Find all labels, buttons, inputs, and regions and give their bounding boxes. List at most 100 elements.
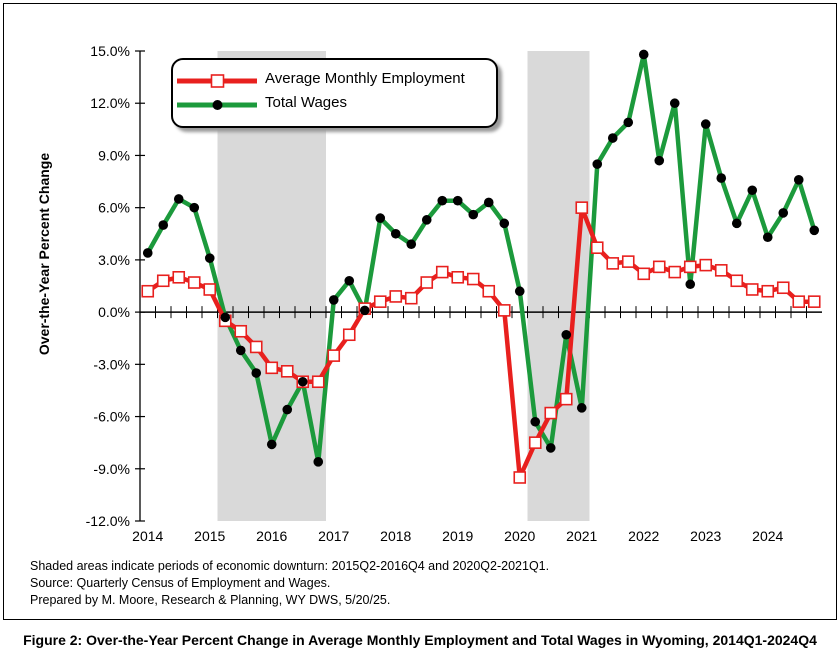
- wages-point: [406, 239, 417, 250]
- wages-point: [437, 195, 448, 206]
- employment-point: [761, 284, 775, 298]
- wages-point: [375, 213, 386, 223]
- employment-point: [497, 304, 511, 317]
- wages-point: [235, 345, 246, 356]
- wages-point: [809, 225, 820, 236]
- employment-point: [575, 201, 589, 214]
- employment-point: [513, 471, 527, 484]
- wages-point: [328, 295, 339, 305]
- wages-point: [173, 194, 184, 204]
- x-tick-label: 2014: [132, 528, 163, 544]
- wages-point: [390, 228, 401, 239]
- x-tick-label: 2017: [318, 528, 349, 544]
- x-tick-label: 2020: [504, 528, 535, 544]
- wages-point: [576, 403, 587, 413]
- x-tick-label: 2024: [752, 528, 783, 544]
- y-tick-label: 0.0%: [98, 304, 130, 320]
- wages-point: [344, 275, 355, 286]
- wages-point: [716, 173, 727, 183]
- wages-point: [638, 49, 649, 60]
- employment-point: [559, 392, 573, 406]
- employment-point: [156, 274, 170, 288]
- wages-point: [359, 305, 370, 316]
- wages-point: [747, 185, 758, 196]
- wages-point: [561, 329, 572, 340]
- employment-point: [637, 267, 651, 281]
- wages-point: [762, 232, 773, 243]
- employment-point: [792, 295, 806, 308]
- wages-point: [545, 443, 556, 453]
- employment-point: [683, 260, 697, 274]
- x-tick-label: 2022: [628, 528, 659, 544]
- employment-point: [389, 290, 403, 303]
- shaded-period-2: [527, 51, 590, 521]
- x-tick-label: 2018: [380, 528, 411, 544]
- wages-point: [282, 404, 293, 415]
- y-tick-label: -3.0%: [93, 356, 130, 372]
- y-tick-label: -9.0%: [93, 461, 130, 477]
- x-tick-label: 2015: [194, 528, 225, 544]
- employment-point: [621, 255, 635, 268]
- wages-point: [669, 98, 680, 109]
- series-line-wages: [145, 52, 817, 465]
- wages-point: [297, 376, 308, 387]
- employment-point: [606, 257, 620, 270]
- wages-point: [483, 197, 494, 208]
- employment-point: [699, 258, 713, 272]
- employment-point: [373, 295, 387, 308]
- wages-point: [468, 209, 479, 220]
- employment-point: [404, 291, 418, 305]
- legend-swatches: [177, 74, 257, 110]
- legend-label-wages: Total Wages: [265, 94, 347, 111]
- employment-point: [652, 260, 666, 274]
- y-tick-label: 3.0%: [98, 252, 130, 268]
- wages-point: [731, 218, 742, 229]
- wages-point: [266, 439, 277, 450]
- employment-point: [280, 364, 294, 378]
- wages-point: [499, 218, 510, 229]
- employment-point: [544, 406, 558, 420]
- employment-point: [745, 283, 759, 296]
- employment-point: [203, 283, 217, 296]
- employment-point: [187, 276, 201, 289]
- y-tick-label: -6.0%: [93, 409, 130, 425]
- y-axis-label: Over-the-Year Percent Change: [36, 152, 52, 356]
- employment-point: [730, 274, 744, 288]
- employment-point: [776, 281, 790, 295]
- wages-point: [204, 253, 215, 263]
- chart-border: [3, 3, 837, 620]
- y-tick-label: 12.0%: [90, 95, 130, 111]
- employment-point: [420, 276, 434, 289]
- employment-point: [265, 361, 279, 375]
- employment-point: [714, 264, 728, 277]
- y-tick-label: 9.0%: [98, 147, 130, 163]
- y-tick-label: 6.0%: [98, 200, 130, 216]
- wages-point: [514, 286, 525, 297]
- employment-point: [311, 375, 325, 389]
- legend-wages-marker: [212, 100, 223, 110]
- wages-point: [452, 195, 463, 206]
- employment-point: [342, 328, 356, 342]
- wages-point: [623, 117, 634, 128]
- x-tick-label: 2016: [256, 528, 287, 544]
- legend-employment-marker: [210, 74, 225, 88]
- wages-point: [530, 416, 541, 427]
- wages-point: [189, 202, 200, 213]
- wages-point: [592, 159, 603, 169]
- x-tick-label: 2023: [690, 528, 721, 544]
- wages-point: [654, 155, 665, 166]
- employment-point: [172, 270, 186, 284]
- wages-point: [685, 279, 696, 290]
- wages-point: [313, 457, 324, 467]
- x-tick-label: 2021: [566, 528, 597, 544]
- legend: Average Monthly Employment Total Wages: [171, 58, 498, 128]
- employment-point: [327, 349, 341, 362]
- x-tick-label: 2019: [442, 528, 473, 544]
- wages-point: [220, 312, 231, 323]
- employment-point: [234, 324, 248, 338]
- legend-label-employment: Average Monthly Employment: [265, 70, 465, 87]
- wages-point: [421, 215, 432, 225]
- y-tick-label: -12.0%: [86, 513, 130, 529]
